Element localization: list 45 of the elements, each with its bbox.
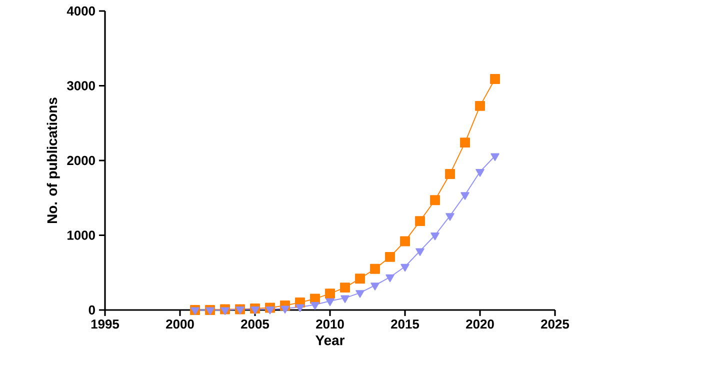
point: [326, 298, 334, 306]
point: [340, 295, 350, 304]
point: [490, 74, 500, 84]
point: [356, 290, 364, 298]
point: [430, 232, 440, 240]
x-tick-label: 1995: [91, 319, 120, 329]
point: [460, 138, 470, 148]
point: [220, 307, 230, 315]
point: [445, 168, 455, 179]
point: [415, 216, 425, 226]
point: [340, 282, 350, 293]
x-tick-label: 2000: [166, 319, 194, 329]
x-tick-label: 2020: [466, 319, 494, 329]
point: [236, 306, 244, 314]
point: [430, 195, 440, 206]
x-axis-title: Year: [316, 336, 345, 346]
x-tick-label: 2025: [541, 319, 570, 329]
point: [310, 302, 320, 310]
point: [490, 153, 500, 161]
x-tick-label: 2005: [241, 319, 270, 329]
point: [250, 306, 260, 314]
point: [266, 306, 274, 314]
point: [325, 288, 335, 299]
point: [385, 252, 395, 262]
y-axis-title: No. of publications: [46, 98, 60, 223]
point: [370, 264, 380, 274]
point: [416, 248, 424, 256]
point: [446, 213, 454, 221]
y-tick-label: 0: [88, 305, 95, 315]
point: [460, 192, 470, 200]
y-tick-label: 3000: [66, 81, 95, 90]
x-tick-label: 2010: [316, 319, 344, 329]
point: [280, 306, 290, 314]
y-tick-label: 1000: [68, 230, 95, 240]
point: [476, 168, 484, 177]
point: [370, 282, 380, 290]
point: [386, 274, 394, 282]
point: [296, 304, 304, 312]
point: [400, 264, 410, 272]
x-tick-label: 2015: [391, 319, 420, 329]
y-tick-label: 4000: [66, 6, 95, 16]
point: [355, 274, 365, 284]
point: [475, 100, 485, 111]
y-tick-label: 2000: [67, 156, 95, 166]
point: [400, 236, 410, 246]
